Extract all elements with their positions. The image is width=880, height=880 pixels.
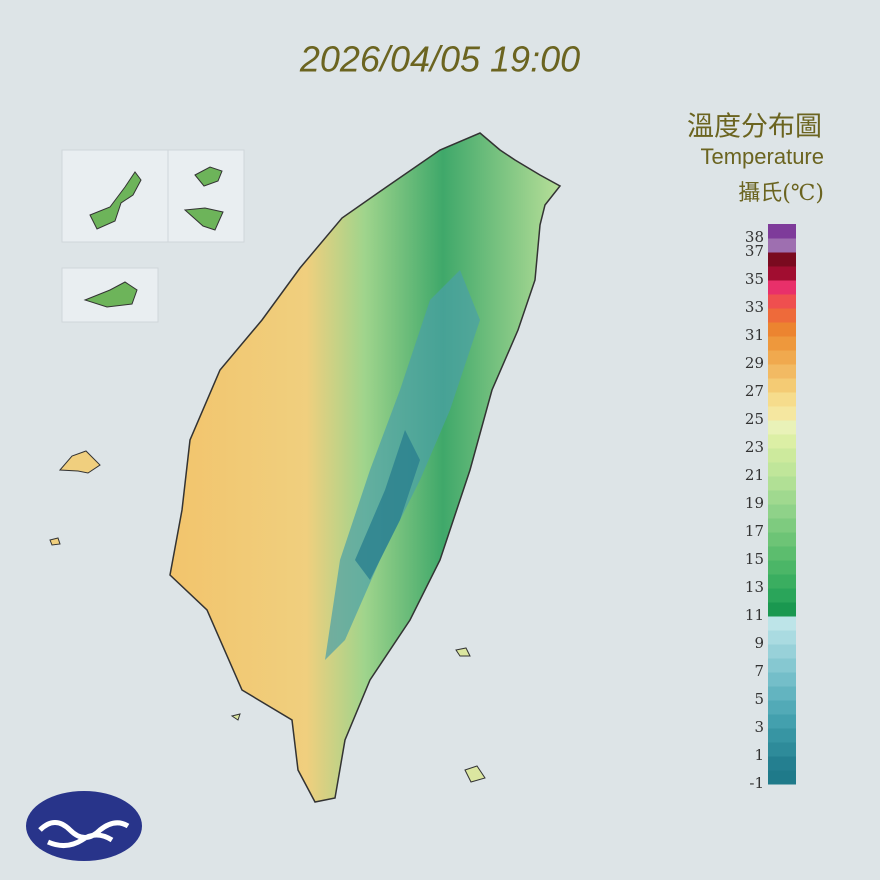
color-band — [768, 406, 796, 421]
tick-label: 15 — [745, 550, 764, 568]
logo-wave — [38, 820, 130, 848]
island — [183, 166, 224, 231]
tick-label: 1 — [754, 746, 764, 764]
high-peaks — [355, 430, 420, 580]
color-band — [768, 364, 796, 379]
color-band — [768, 602, 796, 617]
tick-label: 37 — [745, 242, 764, 260]
color-band — [768, 476, 796, 491]
tick-label: 13 — [745, 578, 764, 596]
color-band — [768, 504, 796, 519]
color-band — [768, 434, 796, 449]
tick-label: 17 — [745, 522, 764, 540]
color-band — [768, 672, 796, 687]
color-band — [768, 742, 796, 757]
color-band — [768, 574, 796, 589]
color-band — [768, 280, 796, 295]
color-band — [768, 518, 796, 533]
timestamp: 2026/04/05 19:00 — [299, 39, 580, 80]
tick-label: 9 — [754, 634, 764, 652]
legend-title: 溫度分布圖 — [687, 112, 822, 143]
color-band — [768, 658, 796, 673]
color-band — [768, 490, 796, 505]
tick-label: 19 — [745, 494, 764, 512]
color-band — [768, 252, 796, 267]
color-band — [768, 588, 796, 603]
island — [230, 647, 486, 783]
color-band — [768, 448, 796, 463]
color-band — [768, 630, 796, 645]
color-band — [768, 560, 796, 575]
color-band — [768, 392, 796, 407]
color-band — [768, 770, 796, 785]
tick-label: 33 — [745, 298, 764, 316]
tick-label: 21 — [745, 466, 764, 484]
tick-label: 25 — [745, 410, 764, 428]
legend-unit: 攝氏(℃) — [738, 181, 824, 206]
penghu — [49, 450, 101, 546]
tick-label: 7 — [754, 662, 764, 680]
legend-subtitle: Temperature — [700, 144, 824, 169]
color-band — [768, 546, 796, 561]
tick-label: 29 — [745, 354, 764, 372]
color-band — [768, 294, 796, 309]
tick-label: 5 — [754, 690, 764, 708]
color-band — [768, 224, 796, 239]
color-band — [768, 728, 796, 743]
color-band — [768, 644, 796, 659]
color-band — [768, 756, 796, 771]
color-band — [768, 616, 796, 631]
tick-label: -1 — [749, 774, 764, 792]
color-band — [768, 700, 796, 715]
inset-kinmen-matsu — [61, 149, 245, 243]
color-band — [768, 322, 796, 337]
color-band — [768, 350, 796, 365]
tick-label: 3 — [754, 718, 764, 736]
tick-label: 35 — [745, 270, 764, 288]
color-band — [768, 308, 796, 323]
tick-label: 38 — [745, 228, 764, 246]
color-band — [768, 532, 796, 547]
color-band — [768, 238, 796, 253]
color-band — [768, 462, 796, 477]
tick-label: 23 — [745, 438, 764, 456]
color-band — [768, 686, 796, 701]
tick-label: 27 — [745, 382, 764, 400]
island — [83, 281, 138, 308]
color-band — [768, 420, 796, 435]
color-band — [768, 336, 796, 351]
color-band — [768, 266, 796, 281]
tick-label: 11 — [745, 606, 764, 624]
tick-label: 31 — [745, 326, 764, 344]
color-band — [768, 714, 796, 729]
color-band — [768, 378, 796, 393]
island — [89, 171, 142, 230]
